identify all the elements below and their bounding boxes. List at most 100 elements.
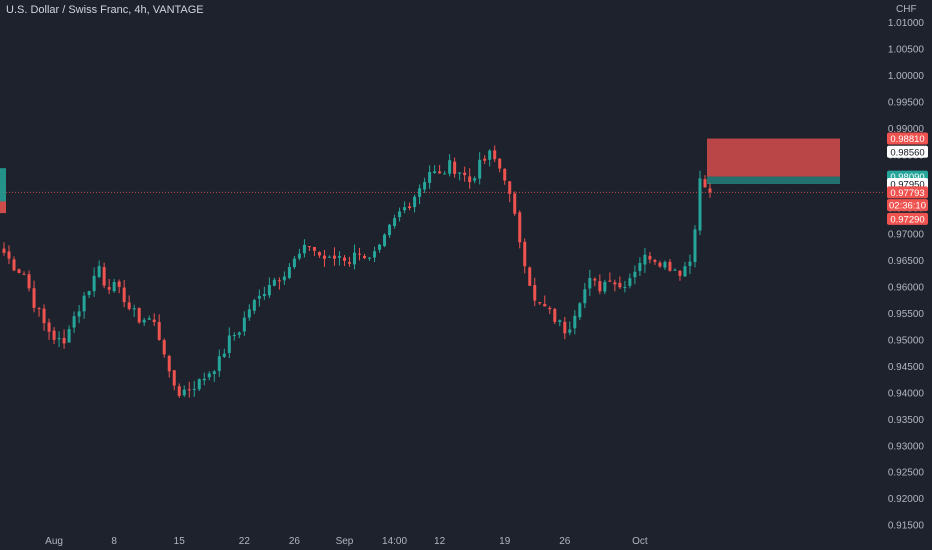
candle-body xyxy=(658,262,662,267)
candle-body xyxy=(368,257,372,259)
price-badge-label: 02:36:10 xyxy=(889,201,926,212)
candle-body xyxy=(538,302,542,304)
candle-body xyxy=(508,181,512,194)
candle-body xyxy=(703,179,707,188)
candle-body xyxy=(503,168,507,181)
candle-body xyxy=(673,269,677,271)
candle-body xyxy=(92,275,96,292)
candle-body xyxy=(207,373,211,378)
stop-loss-zone xyxy=(707,138,840,177)
candle-body xyxy=(152,319,156,323)
candle-body xyxy=(77,311,81,317)
take-profit-zone xyxy=(707,176,840,185)
candle-body xyxy=(533,285,537,301)
candle-body xyxy=(247,309,251,318)
y-tick-label: 0.96500 xyxy=(888,256,925,267)
candle-body xyxy=(453,161,457,174)
candle-body xyxy=(428,172,432,183)
y-tick-label: 1.00000 xyxy=(888,71,925,82)
candle-body xyxy=(2,248,6,253)
candle-body xyxy=(257,295,261,299)
candle-body xyxy=(12,259,16,271)
price-badge-label: 0.97793 xyxy=(890,188,924,199)
candle-body xyxy=(623,286,627,288)
candle-body xyxy=(182,389,186,396)
candle-body xyxy=(463,172,467,176)
candle-body xyxy=(528,267,532,286)
candle-body xyxy=(22,273,26,275)
price-badge-label: 0.98090 xyxy=(890,172,924,183)
candle-body xyxy=(618,282,622,288)
candle-body xyxy=(7,251,11,259)
candle-body xyxy=(47,322,51,332)
candle-body xyxy=(653,260,657,262)
candle-body xyxy=(142,319,146,323)
candle-body xyxy=(433,171,437,173)
candle-body xyxy=(202,378,206,381)
candle-body xyxy=(708,188,712,193)
candle-body xyxy=(543,303,547,307)
candle-body xyxy=(337,256,341,258)
candle-body xyxy=(363,255,367,259)
candle-body xyxy=(443,173,447,175)
candle-body xyxy=(448,160,452,174)
candle-body xyxy=(628,278,632,286)
price-badge xyxy=(887,212,928,225)
candle-body xyxy=(267,285,271,296)
candle-body xyxy=(127,302,131,309)
candle-body xyxy=(82,295,86,312)
x-tick-label: Sep xyxy=(336,536,354,547)
candle-body xyxy=(373,251,377,258)
y-tick-label: 0.95500 xyxy=(888,309,925,320)
candle-body xyxy=(573,315,577,329)
y-tick-label: 0.92500 xyxy=(888,468,925,479)
candle-body xyxy=(478,159,482,179)
price-badge xyxy=(887,145,928,158)
y-tick-label: 0.93000 xyxy=(888,441,925,452)
y-tick-label: 0.99500 xyxy=(888,98,925,109)
candle-body xyxy=(147,318,151,320)
candle-body xyxy=(237,332,241,335)
candle-body xyxy=(553,308,557,322)
candle-body xyxy=(222,353,226,357)
candle-body xyxy=(423,182,427,190)
price-badge xyxy=(887,132,928,145)
candle-body xyxy=(272,279,276,286)
price-badge-label: 0.98560 xyxy=(890,147,924,158)
candle-body xyxy=(608,280,612,282)
candle-body xyxy=(27,274,31,289)
candle-body xyxy=(197,379,201,390)
candle-body xyxy=(683,266,687,277)
price-badge xyxy=(887,199,928,212)
candle-body xyxy=(498,158,502,169)
candle-body xyxy=(513,193,517,214)
candle-body xyxy=(37,308,41,310)
candle-body xyxy=(17,269,21,273)
candle-body xyxy=(87,291,91,295)
y-tick-label: 0.94000 xyxy=(888,388,925,399)
candle-body xyxy=(172,370,176,386)
candle-body xyxy=(292,258,296,268)
candle-body xyxy=(242,317,246,332)
price-badge-label: 0.97290 xyxy=(890,214,924,225)
candle-body xyxy=(393,218,397,227)
candle-body xyxy=(523,241,527,267)
candle-body xyxy=(518,212,522,243)
y-tick-label: 0.93500 xyxy=(888,415,925,426)
candle-body xyxy=(262,294,266,297)
x-tick-label: 12 xyxy=(434,536,446,547)
candle-body xyxy=(633,271,637,278)
candle-body xyxy=(613,282,617,285)
candle-body xyxy=(558,320,562,323)
y-tick-label: 0.91500 xyxy=(888,521,925,532)
candle-body xyxy=(177,386,181,396)
candle-body xyxy=(468,176,472,183)
candle-body xyxy=(593,278,597,281)
candle-body xyxy=(342,257,346,261)
candle-body xyxy=(137,308,141,323)
candle-body xyxy=(187,389,191,391)
candle-body xyxy=(322,255,326,259)
candle-body xyxy=(383,234,387,246)
y-tick-label: 0.94500 xyxy=(888,362,925,373)
